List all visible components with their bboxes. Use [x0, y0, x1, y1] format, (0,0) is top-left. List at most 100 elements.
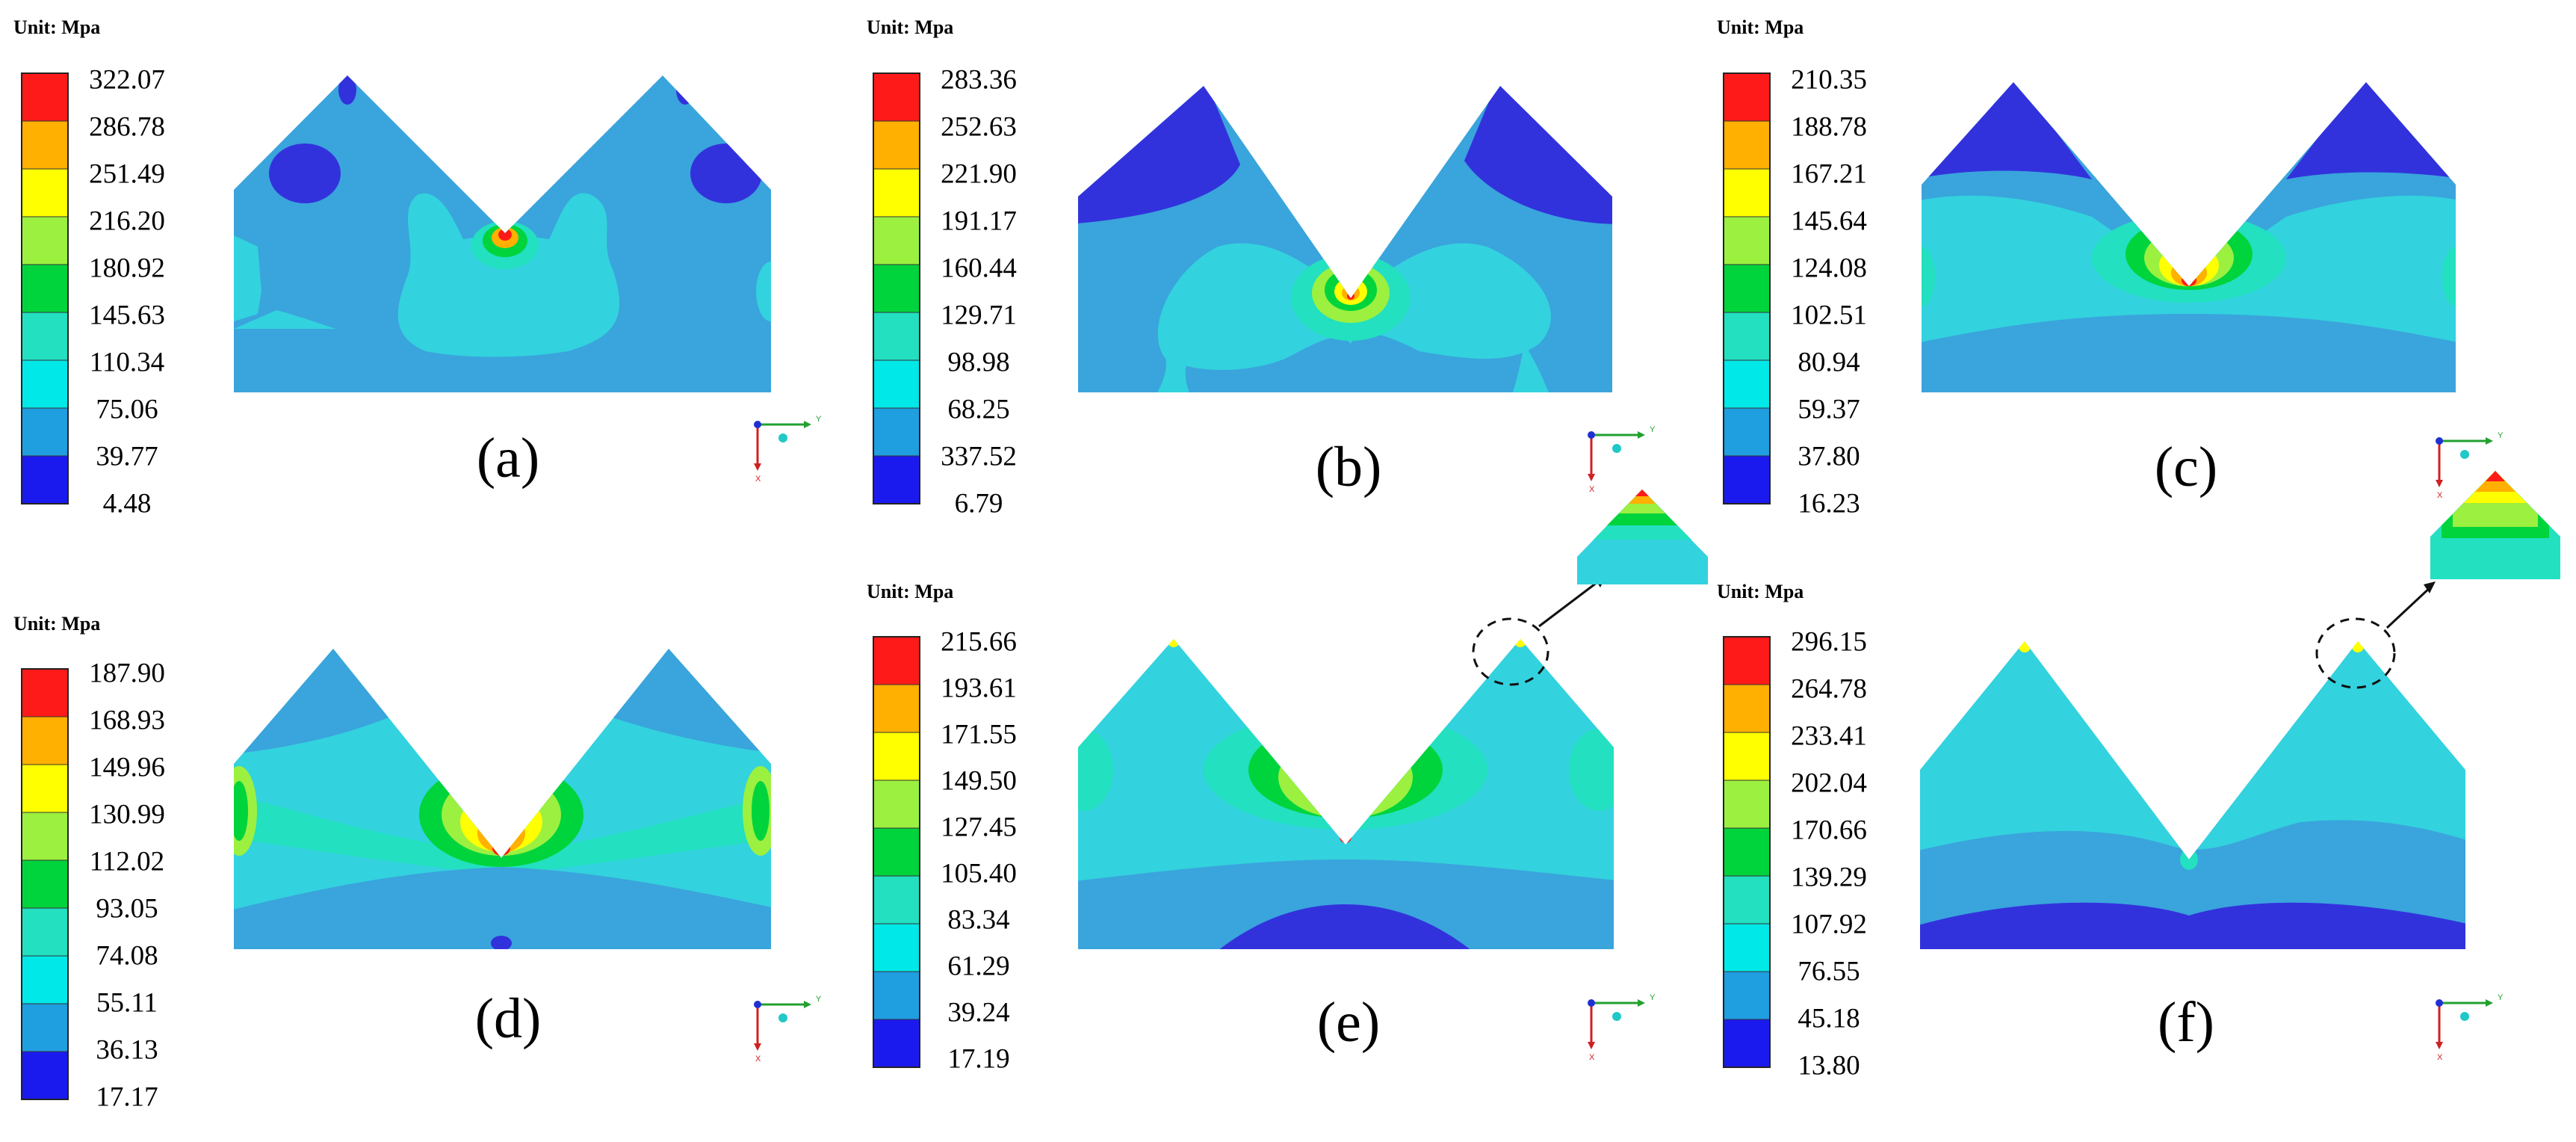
legend-band	[1723, 971, 1771, 1020]
legend-band	[21, 764, 69, 813]
legend-band	[1723, 455, 1771, 504]
legend-band	[873, 971, 920, 1020]
legend-band	[873, 168, 920, 217]
origin-dot	[2436, 437, 2443, 445]
legend-value: 102.51	[1791, 300, 1867, 330]
legend-value: 202.04	[1791, 768, 1867, 798]
legend-band	[21, 216, 69, 265]
axis-y-label: Y	[1650, 993, 1656, 1002]
axis-x-label: X	[755, 1055, 761, 1064]
legend-value: 264.78	[1791, 673, 1867, 704]
legend-band	[873, 407, 920, 457]
legend-value: 36.13	[96, 1034, 158, 1065]
axis-x-label: X	[755, 475, 761, 484]
axis-triad: YX	[1588, 425, 1656, 494]
legend-value: 39.24	[947, 997, 1009, 1028]
color-legend: 215.66 193.61 171.55 149.50 127.45 105.40 83.3…	[873, 626, 1017, 1074]
zoom-callout	[2315, 471, 2560, 689]
legend-band	[1723, 875, 1771, 925]
legend-band	[1723, 1019, 1771, 1068]
legend-value: 61.29	[947, 951, 1009, 981]
legend-value: 286.78	[89, 111, 165, 142]
origin-dot	[754, 421, 761, 428]
legend-band	[873, 312, 920, 361]
legend-value: 75.06	[96, 394, 158, 425]
panel-label: (b)	[1316, 436, 1382, 499]
legend-value: 191.17	[941, 206, 1017, 236]
legend-value: 221.90	[941, 158, 1017, 189]
legend-color-bar	[1723, 636, 1771, 1068]
stress-contour-plot	[1078, 639, 1614, 949]
legend-value: 68.25	[947, 394, 1009, 425]
origin-dot	[754, 1001, 761, 1008]
axis-triad: YX	[754, 415, 822, 484]
legend-values: 187.90 168.93 149.96 130.99 112.02 93.05 74.08…	[89, 658, 165, 1112]
legend-band	[21, 359, 69, 409]
legend-band	[21, 264, 69, 313]
stress-contour-plot	[234, 649, 771, 949]
legend-value: 17.17	[96, 1081, 158, 1112]
color-legend: 187.90 168.93 149.96 130.99 112.02 93.05 74.08…	[21, 658, 165, 1112]
legend-band	[21, 72, 69, 122]
legend-band	[1723, 168, 1771, 217]
legend-band	[21, 455, 69, 504]
legend-values: 283.36 252.63 221.90 191.17 160.44 129.71 98.9…	[941, 64, 1017, 519]
legend-color-bar	[873, 636, 920, 1068]
legend-band	[873, 636, 920, 685]
legend-band	[21, 1003, 69, 1052]
legend-band	[873, 732, 920, 781]
panel-d: Unit: Mpa 187.90 168.93 149.96 130.99 112.02…	[13, 613, 822, 1112]
legend-value: 80.94	[1798, 347, 1860, 377]
axis-y-label: Y	[816, 415, 822, 424]
stress-contour-plot	[234, 75, 771, 392]
legend-value: 215.66	[941, 626, 1017, 657]
legend-band	[21, 668, 69, 717]
origin-dot	[1588, 431, 1595, 439]
legend-color-bar	[873, 72, 920, 504]
legend-value: 216.20	[89, 206, 165, 236]
axis-triad: YX	[1588, 993, 1656, 1062]
legend-color-bar	[1723, 72, 1771, 504]
legend-value: 322.07	[89, 64, 165, 95]
legend-values: 322.07 286.78 251.49 216.20 180.92 145.63 110.…	[89, 64, 165, 519]
legend-value: 59.37	[1798, 394, 1860, 425]
legend-value: 16.23	[1798, 488, 1860, 519]
legend-band	[873, 875, 920, 925]
legend-value: 149.50	[941, 765, 1017, 796]
legend-band	[873, 120, 920, 170]
legend-value: 39.77	[96, 441, 158, 472]
legend-band	[873, 1019, 920, 1068]
legend-value: 193.61	[941, 673, 1017, 703]
panel-e: Unit: Mpa 215.66 193.61 171.55 149.50 127.45…	[867, 490, 1708, 1074]
axis-y-label: Y	[2498, 431, 2504, 440]
legend-value: 170.66	[1791, 815, 1867, 845]
legend-value: 337.52	[941, 441, 1017, 472]
legend-value: 188.78	[1791, 111, 1867, 142]
axis-triad: YX	[2436, 993, 2504, 1062]
stress-contour-plot	[1920, 641, 2465, 949]
zoom-inset	[2430, 471, 2560, 579]
legend-value: 6.79	[955, 488, 1003, 519]
color-legend: 296.15 264.78 233.41 202.04 170.66 139.29 107.…	[1723, 626, 1867, 1081]
axis-x-label: X	[2437, 1053, 2443, 1062]
legend-band	[1723, 407, 1771, 457]
legend-value: 55.11	[96, 987, 158, 1018]
legend-value: 93.05	[96, 893, 158, 924]
panel-a: Unit: Mpa 322.07 286.78 251.49 216.20 180.92…	[13, 16, 822, 519]
legend-band	[21, 955, 69, 1004]
legend-values: 296.15 264.78 233.41 202.04 170.66 139.29 107.…	[1791, 626, 1867, 1081]
legend-value: 98.98	[947, 347, 1009, 377]
panel-label: (f)	[2158, 991, 2214, 1054]
legend-band	[21, 312, 69, 361]
legend-values: 210.35 188.78 167.21 145.64 124.08 102.51 80.9…	[1791, 64, 1867, 519]
unit-label: Unit: Mpa	[867, 16, 953, 38]
legend-band	[1723, 359, 1771, 409]
legend-band	[1723, 216, 1771, 265]
legend-value: 110.34	[90, 347, 164, 377]
legend-band	[21, 716, 69, 765]
legend-value: 37.80	[1798, 441, 1860, 472]
legend-band	[21, 907, 69, 957]
legend-value: 251.49	[89, 158, 165, 189]
legend-value: 83.34	[947, 904, 1009, 935]
legend-band	[873, 216, 920, 265]
